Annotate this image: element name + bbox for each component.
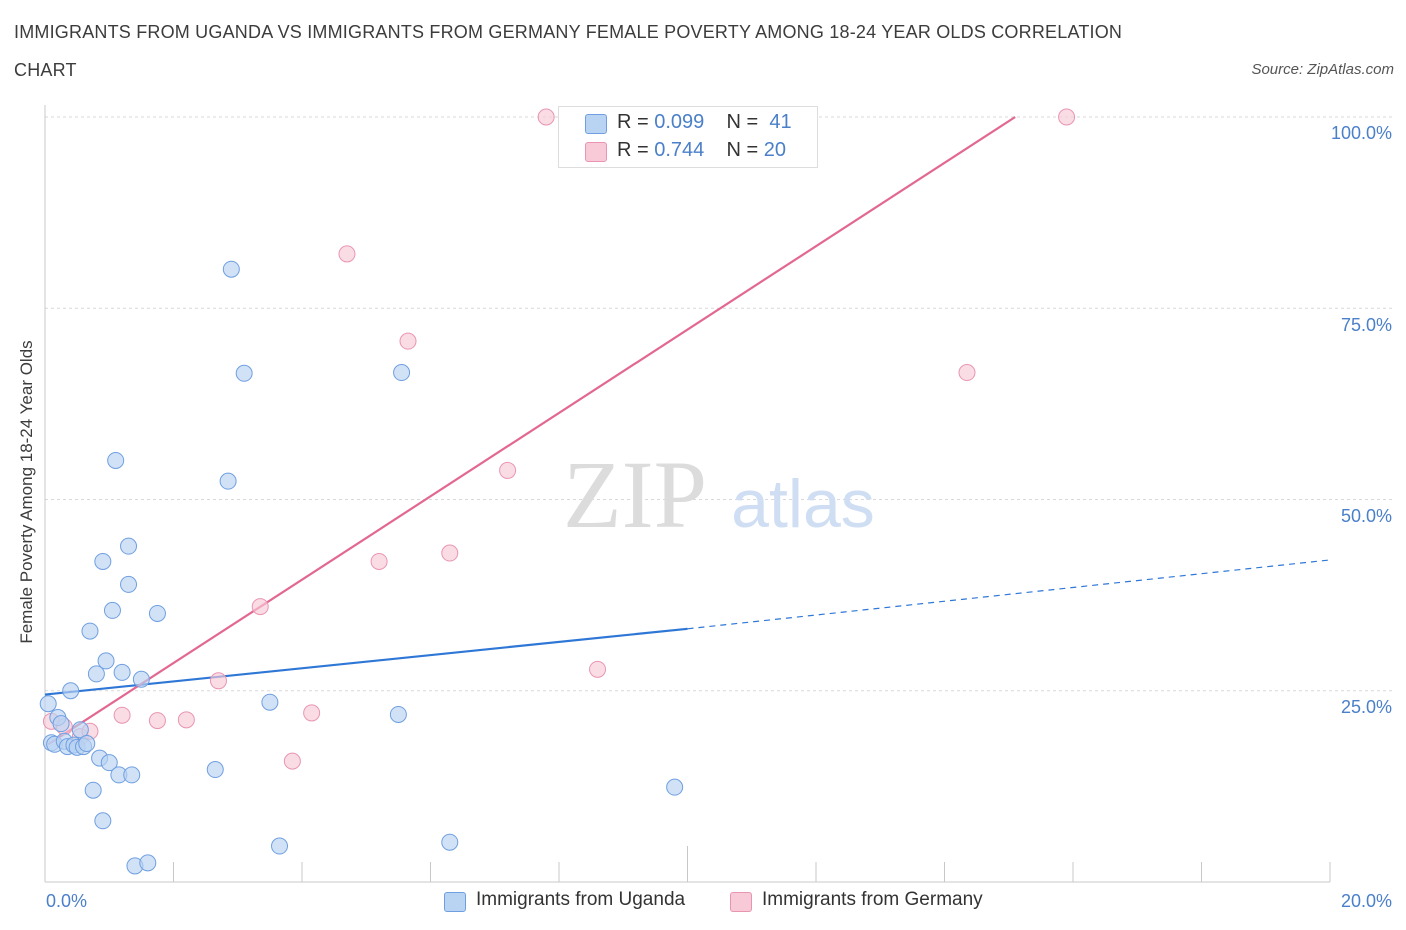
uganda-point — [271, 837, 289, 855]
uganda-legend-label: Immigrants from Uganda — [476, 889, 686, 910]
uganda-point — [206, 761, 224, 779]
uganda-point — [123, 766, 141, 784]
uganda-point — [87, 665, 105, 683]
y-tick-label-50: 50.0% — [1340, 506, 1392, 526]
uganda-point — [441, 833, 459, 851]
uganda-point — [84, 781, 102, 799]
uganda-point — [107, 451, 125, 469]
uganda-point — [120, 537, 138, 555]
uganda-swatch — [585, 114, 607, 134]
uganda-point — [261, 693, 279, 711]
source-credit: Source: ZipAtlas.com — [1251, 61, 1394, 78]
germany-n-label: N = — [726, 139, 764, 161]
germany-point — [537, 108, 555, 126]
grid-lines — [45, 116, 1392, 692]
uganda-point — [235, 364, 253, 382]
uganda-point — [97, 652, 115, 670]
data-points — [39, 108, 1076, 875]
uganda-point — [39, 695, 57, 713]
germany-point — [589, 660, 607, 678]
uganda-point — [389, 705, 407, 723]
germany-point — [177, 711, 195, 729]
watermark-atlas: atlas — [731, 466, 875, 542]
uganda-point — [666, 778, 684, 796]
germany-point — [148, 712, 166, 730]
axes — [44, 105, 1331, 883]
y-tick-label-100: 100.0% — [1330, 123, 1392, 143]
uganda-point — [222, 260, 240, 278]
y-tick-label-25: 25.0% — [1340, 697, 1392, 717]
correlation-legend: R = 0.099 N = 41 R = 0.744 N = 20 — [558, 106, 818, 168]
uganda-r-value: 0.099 — [654, 111, 705, 133]
uganda-point — [139, 854, 157, 872]
germany-r-label: R = — [617, 139, 655, 161]
uganda-point — [94, 552, 112, 570]
uganda-point — [78, 735, 96, 753]
germany-legend-swatch — [730, 892, 752, 912]
germany-point — [441, 544, 459, 562]
germany-point — [370, 552, 388, 570]
chart-title-line-1: IMMIGRANTS FROM UGANDA VS IMMIGRANTS FRO… — [14, 22, 1123, 42]
uganda-point — [113, 663, 131, 681]
y-tick-label-75: 75.0% — [1340, 315, 1392, 335]
germany-point — [499, 461, 517, 479]
uganda-n-label: N = — [726, 111, 764, 133]
germany-legend-label: Immigrants from Germany — [762, 889, 983, 910]
uganda-trendline-extension — [687, 559, 1331, 630]
germany-swatch — [585, 142, 607, 162]
germany-point — [1058, 108, 1076, 126]
chart-title-line-2: CHART — [14, 60, 77, 80]
germany-n-value: 20 — [763, 139, 787, 161]
germany-point — [958, 364, 976, 382]
germany-point — [399, 332, 417, 350]
y-axis-label: Female Poverty Among 18-24 Year Olds — [17, 340, 36, 644]
uganda-r-label: R = — [617, 111, 655, 133]
germany-point — [283, 752, 301, 770]
x-tick-label-min: 0.0% — [46, 891, 88, 911]
uganda-point — [94, 812, 112, 830]
uganda-legend-swatch — [444, 892, 466, 912]
germany-trendline — [47, 116, 1016, 746]
germany-point — [209, 672, 227, 690]
uganda-point — [148, 604, 166, 622]
trendlines — [44, 116, 1331, 746]
germany-point — [113, 706, 131, 724]
uganda-n-value: 41 — [769, 111, 792, 133]
uganda-point — [62, 682, 80, 700]
uganda-point — [103, 601, 121, 619]
uganda-point — [120, 575, 138, 593]
germany-r-value: 0.744 — [654, 139, 705, 161]
watermark-zip: ZIP — [563, 441, 707, 548]
germany-point — [251, 598, 269, 616]
uganda-point — [219, 472, 237, 490]
uganda-point — [52, 715, 70, 733]
uganda-point — [71, 721, 89, 739]
uganda-point — [81, 622, 99, 640]
uganda-trendline — [44, 627, 688, 696]
germany-point — [303, 704, 321, 722]
uganda-point — [100, 754, 118, 772]
watermark: ZIP atlas — [563, 441, 875, 548]
x-tick-label-max: 20.0% — [1340, 891, 1392, 911]
uganda-point — [132, 670, 150, 688]
germany-point — [338, 245, 356, 263]
uganda-point — [393, 364, 411, 382]
